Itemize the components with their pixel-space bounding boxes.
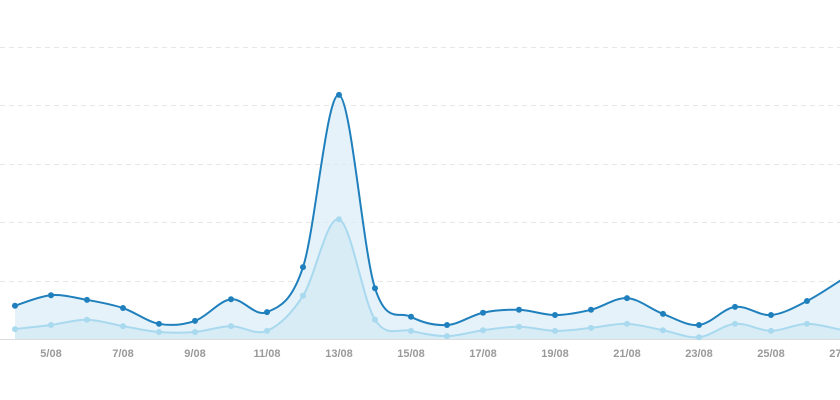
data-point [696, 334, 702, 341]
data-point [372, 285, 378, 292]
x-tick-label: 27/08 [829, 348, 840, 360]
data-point [624, 320, 630, 327]
data-point [300, 292, 306, 299]
data-point [768, 327, 774, 334]
x-tick-label: 25/08 [757, 348, 785, 360]
data-point [732, 303, 738, 310]
data-point [300, 264, 306, 271]
x-tick-label: 7/08 [112, 348, 133, 360]
x-tick-label: 19/08 [541, 348, 569, 360]
data-point [552, 327, 558, 334]
data-point [264, 309, 270, 316]
data-point [192, 328, 198, 335]
data-point [48, 321, 54, 328]
data-point [156, 320, 162, 327]
data-point [516, 323, 522, 330]
data-point [84, 316, 90, 323]
series-area [15, 219, 840, 339]
data-point [48, 292, 54, 299]
data-point [408, 313, 414, 320]
x-tick-label: 15/08 [397, 348, 425, 360]
data-point [516, 306, 522, 313]
series-area [15, 94, 840, 339]
data-point [696, 321, 702, 328]
x-tick-label: 5/08 [40, 348, 61, 360]
data-point [336, 216, 342, 223]
data-point [120, 305, 126, 312]
data-point [120, 323, 126, 330]
x-tick-label: 9/08 [184, 348, 205, 360]
x-tick-label: 17/08 [469, 348, 497, 360]
data-point [12, 302, 18, 309]
x-tick-label: 11/08 [254, 348, 281, 360]
data-point [624, 295, 630, 302]
data-point [444, 333, 450, 340]
data-point [444, 321, 450, 328]
data-point [588, 324, 594, 331]
data-point [480, 327, 486, 334]
data-point [264, 327, 270, 334]
data-point [192, 317, 198, 324]
data-point [588, 306, 594, 313]
data-point [732, 320, 738, 327]
data-point [228, 296, 234, 303]
data-point [408, 327, 414, 334]
data-point [228, 323, 234, 330]
data-point [480, 309, 486, 316]
x-tick-label: 13/08 [325, 348, 353, 360]
data-point [12, 326, 18, 333]
x-tick-label: 23/08 [685, 348, 713, 360]
data-point [660, 310, 666, 317]
data-point [156, 328, 162, 335]
data-point [336, 91, 342, 98]
data-point [804, 298, 810, 305]
data-point [372, 316, 378, 323]
data-point [84, 296, 90, 303]
x-tick-label: 21/08 [613, 348, 641, 360]
series-line [14, 93, 840, 327]
data-point [768, 312, 774, 319]
data-point [660, 327, 666, 334]
data-point [552, 312, 558, 319]
data-point [804, 320, 810, 327]
